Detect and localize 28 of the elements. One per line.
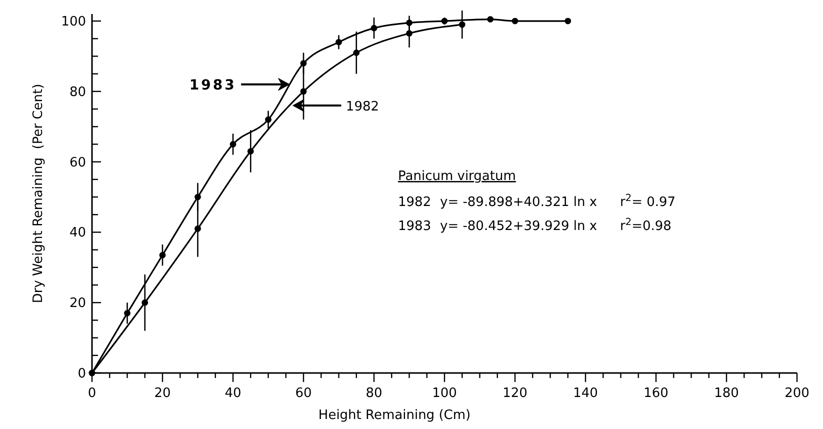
y-axis-title: Dry Weight Remaining (Per Cent): [31, 84, 46, 304]
annotation: 1983: [189, 77, 236, 94]
x-tick-label: 20: [154, 386, 171, 401]
x-tick-label: 120: [502, 386, 528, 401]
x-tick-label: 40: [224, 386, 242, 401]
x-tick-label: 160: [644, 386, 668, 401]
y-tick-label: 20: [69, 296, 86, 312]
x-tick-label: 80: [366, 386, 382, 401]
x-tick-label: 180: [714, 386, 739, 401]
x-tick-label: 200: [784, 386, 810, 401]
x-tick-label: 0: [88, 386, 96, 401]
annotation: Panicum virgatum: [398, 169, 516, 184]
annotation: 1982: [398, 195, 432, 210]
annotation: 1983: [398, 219, 432, 234]
annotation: r$^{2}$= 0.97: [620, 192, 676, 210]
y-tick-label: 0: [78, 366, 86, 382]
y-tick-label: 60: [69, 155, 86, 170]
annotation: y= -89.898+40.321 ln x: [440, 195, 598, 210]
y-tick-label: 40: [69, 226, 86, 241]
x-tick-label: 60: [295, 386, 312, 401]
y-tick-label: 100: [61, 14, 86, 30]
annotation: r$^{2}$=0.98: [620, 216, 672, 234]
y-tick-label: 80: [69, 84, 86, 100]
annotation: y= -80.452+39.929 ln x: [440, 219, 598, 234]
x-tick-label: 100: [432, 386, 457, 401]
annotation: 1982: [346, 100, 380, 115]
x-tick-label: 140: [573, 386, 598, 401]
x-axis-title: Height Remaining (Cm): [318, 408, 471, 423]
